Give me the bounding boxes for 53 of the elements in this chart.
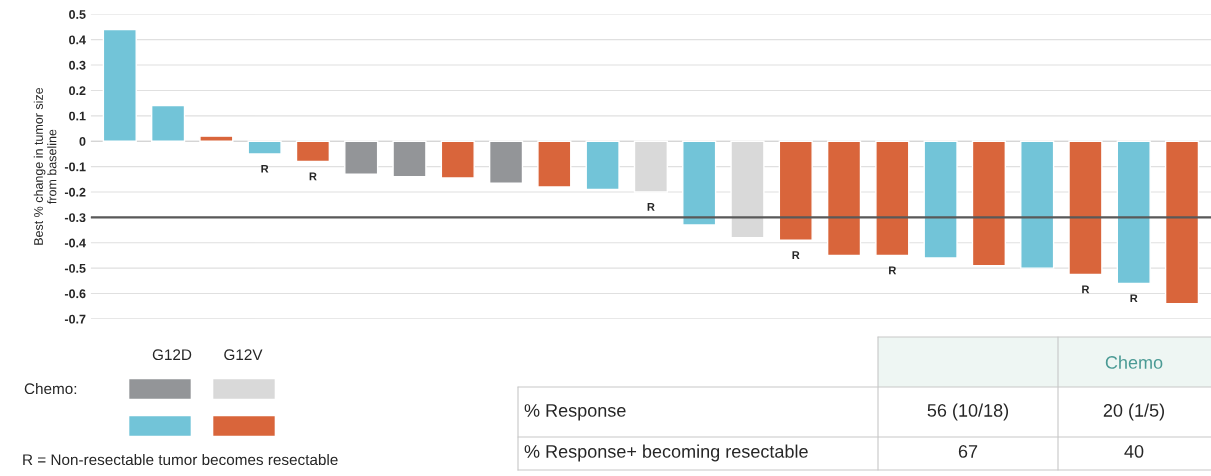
- bar: [295, 140, 331, 163]
- y-tick-label: 0.3: [69, 60, 86, 70]
- y-tick-label: -0.7: [64, 314, 86, 324]
- text: 40: [1124, 445, 1144, 458]
- y-tick-label: -0.3: [64, 213, 86, 223]
- bar: [488, 140, 524, 184]
- text: 20 (1/5): [1103, 403, 1164, 421]
- bar: [1164, 140, 1200, 305]
- bar: [1020, 140, 1055, 269]
- text: Chemo:: [24, 382, 77, 395]
- text: R = Non-resectable tumor becomes resectable: [23, 453, 338, 466]
- bar: [247, 140, 282, 155]
- bar: [392, 140, 427, 178]
- data-label: R: [1130, 294, 1138, 303]
- data-label: R: [261, 164, 269, 173]
- y-tick-label: 0.1: [69, 111, 86, 121]
- data-label: R: [309, 172, 317, 181]
- bar: [923, 140, 958, 259]
- text: 67: [958, 445, 978, 458]
- y-tick-label: -0.2: [64, 187, 86, 197]
- y-tick-label: 0: [79, 137, 86, 146]
- text: Chemo: [1105, 355, 1163, 369]
- text: % Response+ becoming resectable: [524, 444, 808, 462]
- bar: [199, 135, 234, 142]
- bar: [102, 28, 137, 142]
- bar: [344, 140, 379, 175]
- bar: [971, 140, 1007, 267]
- bar: [682, 140, 717, 226]
- text: G12D: [152, 349, 192, 361]
- bar: [150, 104, 186, 142]
- data-label: R: [792, 251, 800, 259]
- y-tick-label: -0.6: [64, 289, 86, 299]
- bar: [778, 140, 813, 241]
- y-axis-title: Best % change in tumor size from baseline: [33, 87, 57, 245]
- bar: [537, 140, 572, 188]
- bar: [585, 140, 620, 191]
- y-tick-label: 0.5: [69, 10, 86, 19]
- bar: [1068, 140, 1103, 276]
- y-tick-label: 0.2: [69, 86, 86, 96]
- y-tick-label: -0.1: [64, 162, 86, 172]
- bar: [440, 140, 475, 179]
- text: % Response: [524, 404, 626, 421]
- bar: [875, 140, 910, 257]
- y-tick-label: -0.5: [64, 263, 86, 273]
- text: G12V: [224, 349, 263, 361]
- data-label: R: [889, 266, 897, 275]
- data-label: R: [1082, 285, 1090, 294]
- bar: [826, 140, 862, 257]
- y-tick-label: -0.4: [64, 238, 86, 248]
- y-tick-label: 0.4: [69, 35, 86, 45]
- text: 56 (10/18): [927, 403, 1009, 421]
- bar: [1116, 140, 1151, 285]
- data-label: R: [647, 203, 655, 211]
